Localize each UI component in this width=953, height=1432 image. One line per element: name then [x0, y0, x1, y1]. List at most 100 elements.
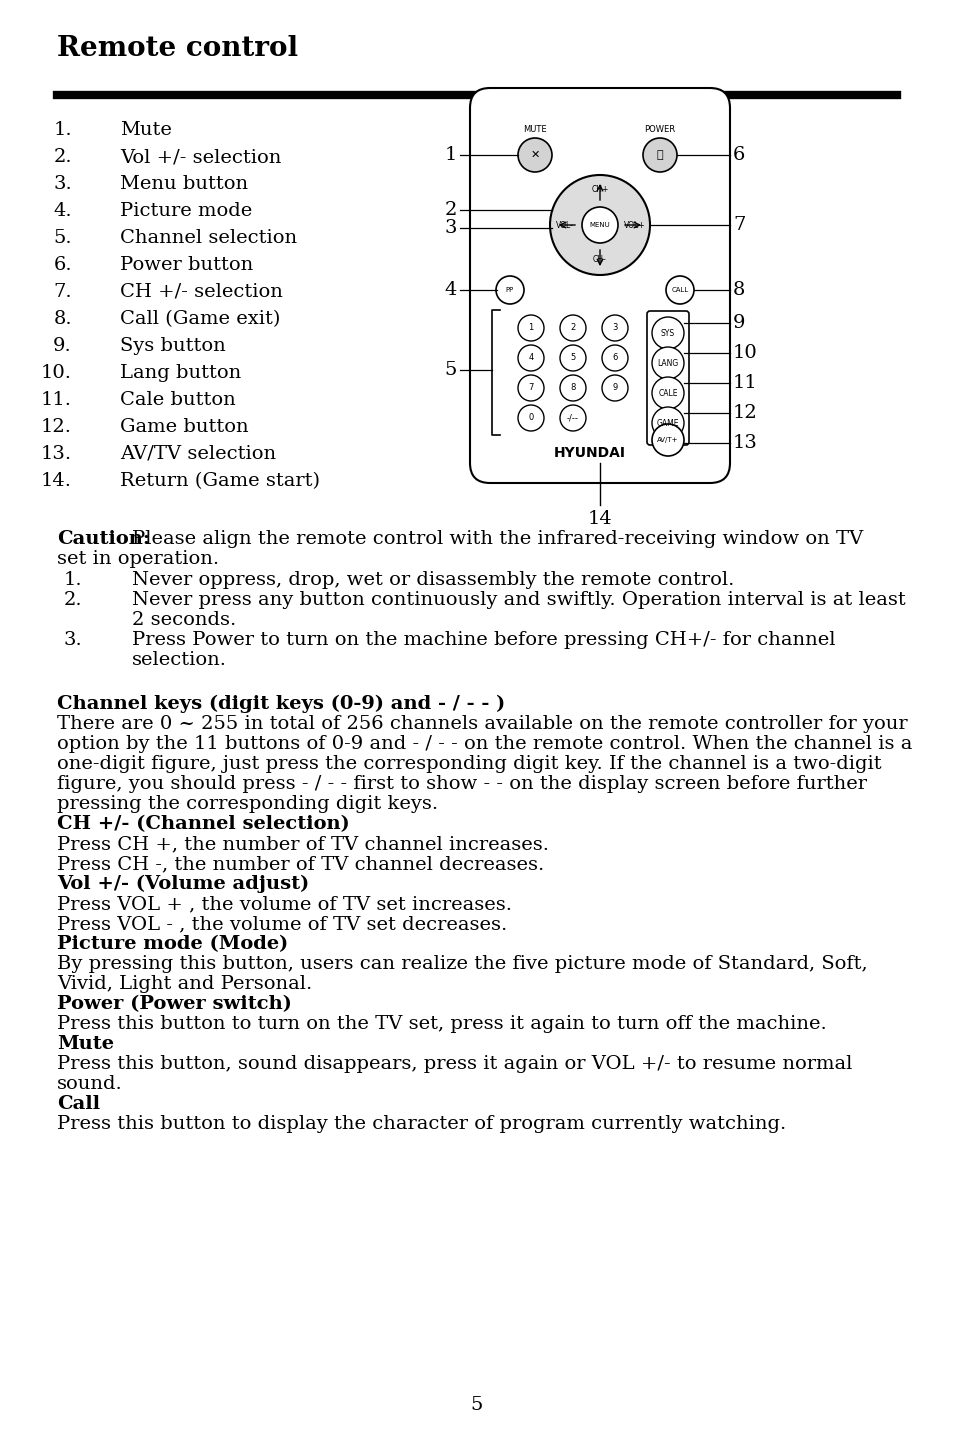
Circle shape [559, 375, 585, 401]
Circle shape [651, 377, 683, 410]
Text: Please align the remote control with the infrared-receiving window on TV: Please align the remote control with the… [132, 530, 862, 548]
FancyBboxPatch shape [646, 311, 688, 445]
Text: set in operation.: set in operation. [57, 550, 219, 569]
Text: ⏻: ⏻ [656, 150, 662, 160]
Text: VOL+: VOL+ [623, 221, 645, 229]
Circle shape [517, 375, 543, 401]
Text: pressing the corresponding digit keys.: pressing the corresponding digit keys. [57, 795, 437, 813]
Text: VOL-: VOL- [556, 221, 574, 229]
Text: 5.: 5. [53, 229, 71, 246]
Text: Press CH +, the number of TV channel increases.: Press CH +, the number of TV channel inc… [57, 835, 548, 853]
Text: 4.: 4. [53, 202, 71, 221]
Text: Power (Power switch): Power (Power switch) [57, 995, 292, 1012]
Text: 8: 8 [732, 281, 744, 299]
Text: 6.: 6. [53, 256, 71, 274]
Text: 6: 6 [612, 354, 617, 362]
Text: Return (Game start): Return (Game start) [120, 473, 319, 490]
Text: 11: 11 [732, 374, 757, 392]
Circle shape [559, 405, 585, 431]
Text: 9.: 9. [53, 337, 71, 355]
Text: 2: 2 [444, 200, 456, 219]
Text: 11.: 11. [41, 391, 71, 410]
Text: 12.: 12. [41, 418, 71, 435]
Text: 5: 5 [444, 361, 456, 379]
Text: Caution:: Caution: [57, 530, 150, 548]
Text: Vol +/- selection: Vol +/- selection [120, 147, 281, 166]
Circle shape [550, 175, 649, 275]
Text: Picture mode: Picture mode [120, 202, 252, 221]
Text: MENU: MENU [589, 222, 610, 228]
Text: 1: 1 [528, 324, 533, 332]
Text: 1.: 1. [63, 571, 82, 589]
Circle shape [559, 315, 585, 341]
Text: LANG: LANG [657, 358, 678, 368]
Text: 7.: 7. [53, 284, 71, 301]
Text: Press CH -, the number of TV channel decreases.: Press CH -, the number of TV channel dec… [57, 855, 543, 874]
Text: CH +/- (Channel selection): CH +/- (Channel selection) [57, 815, 350, 833]
Text: Picture mode (Mode): Picture mode (Mode) [57, 935, 288, 954]
Text: PP: PP [505, 286, 514, 294]
Text: 13: 13 [732, 434, 757, 453]
Text: Never press any button continuously and swiftly. Operation interval is at least: Never press any button continuously and … [132, 591, 904, 609]
Circle shape [517, 137, 552, 172]
Circle shape [651, 347, 683, 379]
Text: Press Power to turn on the machine before pressing CH+/- for channel: Press Power to turn on the machine befor… [132, 632, 835, 649]
Text: 4: 4 [444, 281, 456, 299]
Text: MUTE: MUTE [522, 125, 546, 135]
Text: Press VOL - , the volume of TV set decreases.: Press VOL - , the volume of TV set decre… [57, 915, 507, 934]
Text: Cale button: Cale button [120, 391, 235, 410]
Text: Call: Call [57, 1095, 100, 1113]
Circle shape [651, 424, 683, 455]
Text: 14.: 14. [41, 473, 71, 490]
Text: 3: 3 [444, 219, 456, 238]
Text: figure, you should press - / - - first to show - - on the display screen before : figure, you should press - / - - first t… [57, 775, 866, 793]
Circle shape [517, 315, 543, 341]
Text: 3.: 3. [53, 175, 71, 193]
Text: Channel selection: Channel selection [120, 229, 296, 246]
Text: selection.: selection. [132, 652, 227, 669]
Text: Remote control: Remote control [57, 34, 297, 62]
Circle shape [517, 405, 543, 431]
Text: Call (Game exit): Call (Game exit) [120, 309, 280, 328]
Circle shape [517, 345, 543, 371]
Circle shape [601, 345, 627, 371]
Text: 13.: 13. [41, 445, 71, 463]
Text: Menu button: Menu button [120, 175, 248, 193]
Text: -/--: -/-- [566, 414, 578, 422]
Circle shape [665, 276, 693, 304]
Text: There are 0 ~ 255 in total of 256 channels available on the remote controller fo: There are 0 ~ 255 in total of 256 channe… [57, 715, 906, 733]
Text: 1: 1 [444, 146, 456, 165]
Text: 9: 9 [732, 314, 744, 332]
Circle shape [496, 276, 523, 304]
Text: HYUNDAI: HYUNDAI [554, 445, 625, 460]
Text: 7: 7 [528, 384, 533, 392]
Text: 2 seconds.: 2 seconds. [132, 611, 236, 629]
Text: 10.: 10. [41, 364, 71, 382]
Text: CALL: CALL [671, 286, 688, 294]
Text: CH +/- selection: CH +/- selection [120, 284, 283, 301]
Text: 7: 7 [732, 216, 744, 233]
Text: Mute: Mute [120, 120, 172, 139]
Text: Power button: Power button [120, 256, 253, 274]
Text: 14: 14 [587, 510, 612, 528]
Text: 3.: 3. [63, 632, 82, 649]
Text: ✕: ✕ [530, 150, 539, 160]
Text: CH-: CH- [593, 255, 606, 265]
Text: Press this button to display the character of program currently watching.: Press this button to display the charact… [57, 1116, 785, 1133]
Circle shape [651, 316, 683, 349]
Text: AV/T+: AV/T+ [657, 437, 678, 442]
Text: SYS: SYS [660, 328, 675, 338]
Circle shape [601, 375, 627, 401]
Text: POWER: POWER [644, 125, 675, 135]
Circle shape [601, 315, 627, 341]
Text: GAME: GAME [656, 418, 679, 428]
Text: 6: 6 [732, 146, 744, 165]
Text: Press VOL + , the volume of TV set increases.: Press VOL + , the volume of TV set incre… [57, 895, 512, 914]
Text: 5: 5 [471, 1396, 482, 1413]
Circle shape [581, 208, 618, 243]
Text: sound.: sound. [57, 1075, 123, 1093]
Circle shape [642, 137, 677, 172]
Text: 2.: 2. [53, 147, 71, 166]
FancyBboxPatch shape [470, 87, 729, 483]
Text: AV/TV selection: AV/TV selection [120, 445, 275, 463]
